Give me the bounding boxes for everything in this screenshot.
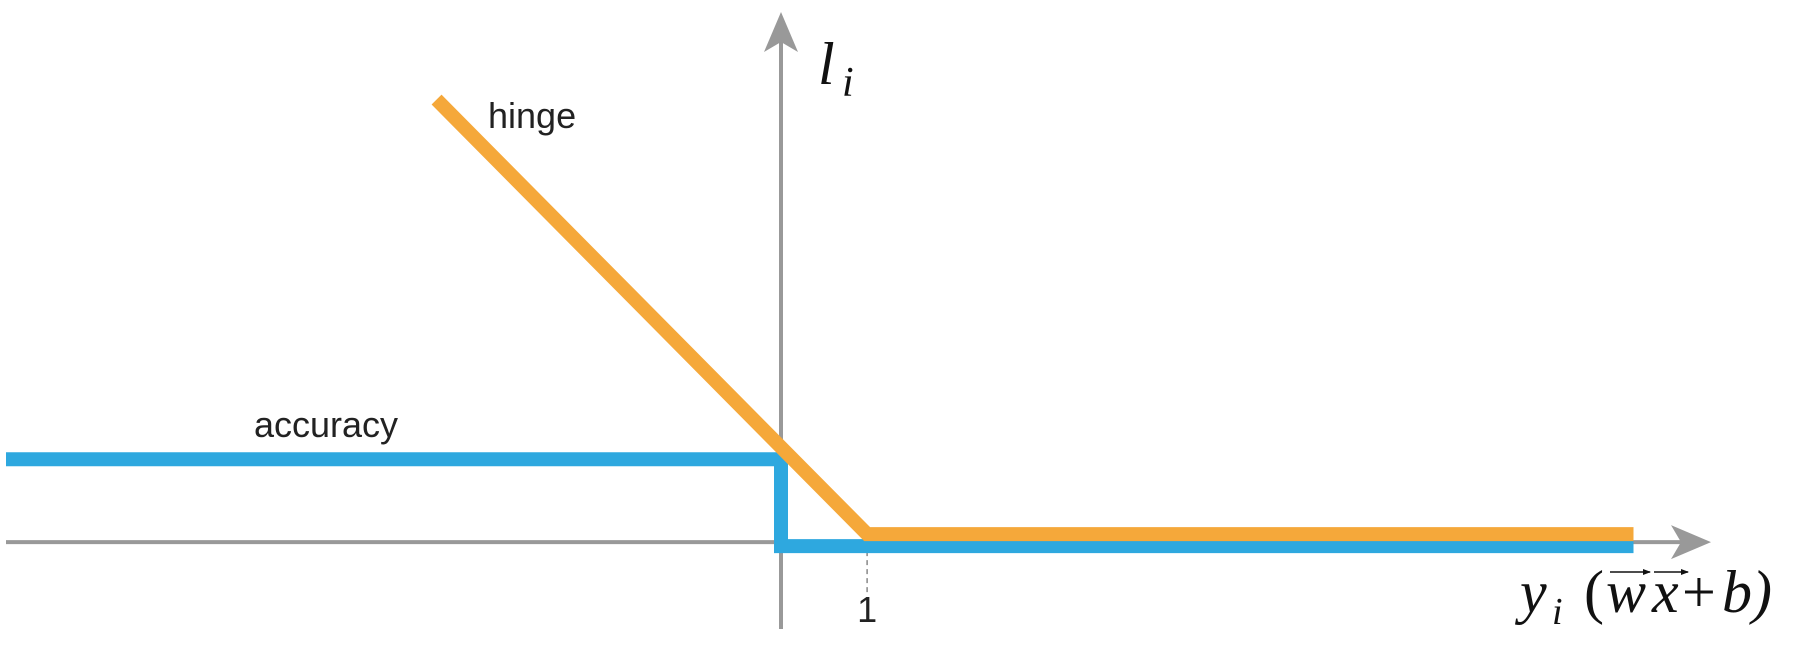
x-axis-arrow [1671, 525, 1711, 560]
accuracy-label: accuracy [254, 404, 398, 445]
hinge-label: hinge [488, 95, 576, 136]
x-axis-label-b: b) [1722, 559, 1772, 625]
x-axis-label: y [1514, 559, 1547, 625]
series-line [6, 452, 1634, 554]
y-axis-label-sub: i [842, 60, 854, 106]
x-axis-label-x: x [1651, 559, 1679, 625]
x-axis-label-sub: i [1552, 591, 1563, 633]
x-axis-label-plus: + [1682, 559, 1716, 625]
x-axis-label-paren: ( [1584, 559, 1604, 625]
y-axis-arrow [764, 12, 798, 52]
series-line [431, 94, 1634, 542]
y-axis-label: l [818, 31, 835, 97]
x-tick-label: 1 [857, 589, 877, 630]
x-axis-label-w: w [1606, 559, 1646, 625]
